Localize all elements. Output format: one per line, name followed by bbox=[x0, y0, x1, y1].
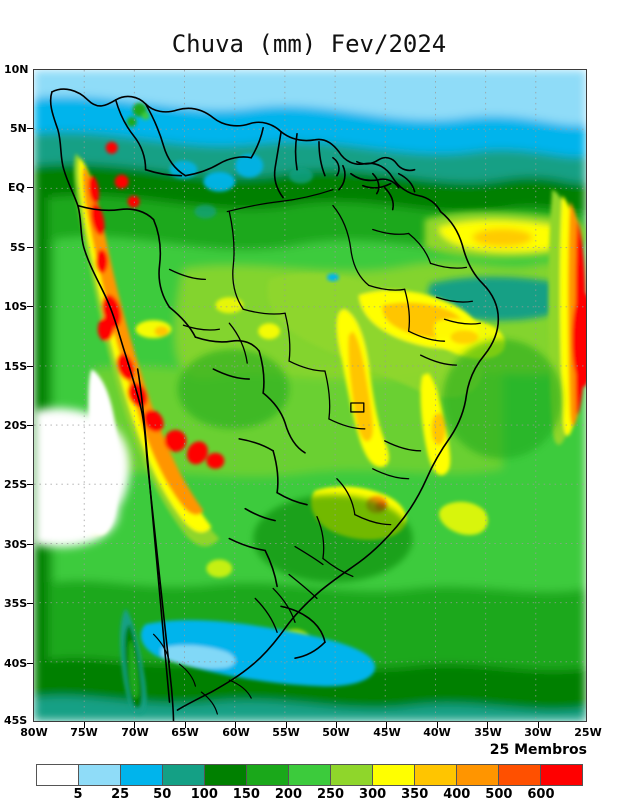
colorbar-tick-350: 350 bbox=[401, 787, 429, 802]
y-tick-mark bbox=[27, 603, 33, 604]
colorbar-segment-red bbox=[541, 765, 582, 785]
x-tick-label: 80W bbox=[20, 726, 48, 739]
colorbar bbox=[36, 764, 583, 786]
x-tick-mark bbox=[487, 722, 488, 728]
colorbar-segment-dark-green bbox=[205, 765, 247, 785]
x-tick-label: 75W bbox=[70, 726, 98, 739]
x-tick-label: 40W bbox=[423, 726, 451, 739]
colorbar-tick-600: 600 bbox=[527, 787, 555, 802]
x-tick-mark bbox=[386, 722, 387, 728]
y-tick-mark bbox=[27, 128, 33, 129]
x-tick-label: 50W bbox=[322, 726, 350, 739]
colorbar-tick-25: 25 bbox=[111, 787, 130, 802]
colorbar-tick-5: 5 bbox=[73, 787, 83, 802]
x-tick-label: 60W bbox=[222, 726, 250, 739]
colorbar-segment-gold bbox=[415, 765, 457, 785]
coastline-borders bbox=[49, 88, 500, 721]
x-tick-label: 30W bbox=[524, 726, 552, 739]
colorbar-tick-labels: 5 25 50 100 150 200 250 300 350 400 500 600 bbox=[36, 787, 583, 803]
x-tick-label: 45W bbox=[373, 726, 401, 739]
colorbar-segment-medium-green bbox=[289, 765, 331, 785]
precipitation-raster bbox=[34, 70, 586, 721]
x-tick-mark bbox=[134, 722, 135, 728]
x-tick-mark bbox=[286, 722, 287, 728]
members-label: 25 Membros bbox=[489, 742, 587, 758]
y-tick-mark bbox=[27, 663, 33, 664]
colorbar-segment-green bbox=[247, 765, 289, 785]
colorbar-tick-250: 250 bbox=[316, 787, 345, 802]
colorbar-tick-150: 150 bbox=[232, 787, 260, 802]
colorbar-segment-white bbox=[37, 765, 79, 785]
colorbar-tick-500: 500 bbox=[485, 787, 513, 802]
x-tick-label: 55W bbox=[272, 726, 300, 739]
map-plot-area bbox=[33, 69, 587, 722]
colorbar-segment-yellow-green bbox=[331, 765, 373, 785]
y-tick-mark bbox=[27, 187, 33, 188]
x-tick-mark bbox=[235, 722, 236, 728]
y-tick-mark bbox=[27, 544, 33, 545]
y-tick-mark bbox=[27, 484, 33, 485]
y-tick-mark bbox=[27, 366, 33, 367]
colorbar-tick-300: 300 bbox=[359, 787, 387, 802]
colorbar-segment-yellow bbox=[373, 765, 415, 785]
colorbar-segment-orange bbox=[457, 765, 499, 785]
colorbar-tick-50: 50 bbox=[153, 787, 172, 802]
x-tick-label: 65W bbox=[171, 726, 199, 739]
x-tick-label: 35W bbox=[474, 726, 502, 739]
page-title: Chuva (mm) Fev/2024 bbox=[171, 30, 447, 58]
colorbar-tick-400: 400 bbox=[443, 787, 471, 802]
colorbar-tick-200: 200 bbox=[274, 787, 303, 802]
x-tick-label: 25W bbox=[574, 726, 602, 739]
colorbar-segment-light-blue bbox=[79, 765, 121, 785]
colorbar-tick-100: 100 bbox=[190, 787, 218, 802]
colorbar-segment-teal bbox=[163, 765, 205, 785]
x-tick-mark bbox=[437, 722, 438, 728]
x-tick-mark bbox=[84, 722, 85, 728]
colorbar-segment-cyan bbox=[121, 765, 163, 785]
y-tick-mark bbox=[27, 247, 33, 248]
y-tick-mark bbox=[27, 425, 33, 426]
x-tick-label: 70W bbox=[121, 726, 149, 739]
x-tick-mark bbox=[185, 722, 186, 728]
y-tick-mark bbox=[27, 306, 33, 307]
x-tick-mark bbox=[538, 722, 539, 728]
colorbar-segment-red-orange bbox=[499, 765, 541, 785]
x-tick-mark bbox=[336, 722, 337, 728]
